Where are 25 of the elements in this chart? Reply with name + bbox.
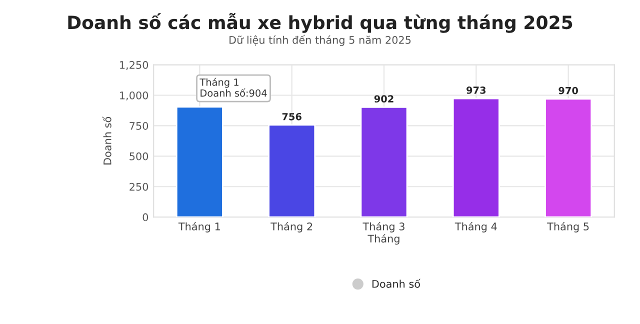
y-tick-label: 750: [130, 122, 148, 130]
x-tick-label: Tháng 2: [270, 222, 312, 232]
y-tick-label: 0: [142, 213, 148, 222]
x-tick-label: Tháng 3 Tháng: [362, 222, 404, 245]
bar: [452, 98, 500, 218]
y-axis-title: Doanh số: [102, 116, 112, 164]
bar: [268, 124, 316, 218]
x-tick-label: Tháng 5: [547, 222, 589, 232]
data-label: 973: [466, 86, 486, 94]
annotation: Tháng 1 Doanh số:904: [200, 78, 267, 97]
data-label: 902: [374, 95, 394, 103]
chart-subtitle: Dữ liệu tính đến tháng 5 năm 2025: [230, 34, 411, 46]
y-tick-label: 1,000: [120, 91, 148, 100]
x-tick-label: Tháng 4: [454, 222, 497, 232]
data-label: 756: [282, 112, 302, 120]
bar: [176, 106, 224, 218]
y-tick-label: 500: [130, 152, 148, 160]
bar: [360, 106, 408, 218]
x-tick-label: Tháng 1: [178, 222, 220, 232]
y-tick-label: 250: [130, 182, 148, 191]
y-tick-label: 1,250: [120, 61, 148, 70]
data-label: 970: [558, 86, 578, 94]
chart-title: Doanh số các mẫu xe hybrid qua từng tháng 2025: [68, 12, 572, 33]
bar: [544, 98, 592, 218]
text: Doanh số: [372, 278, 420, 288]
